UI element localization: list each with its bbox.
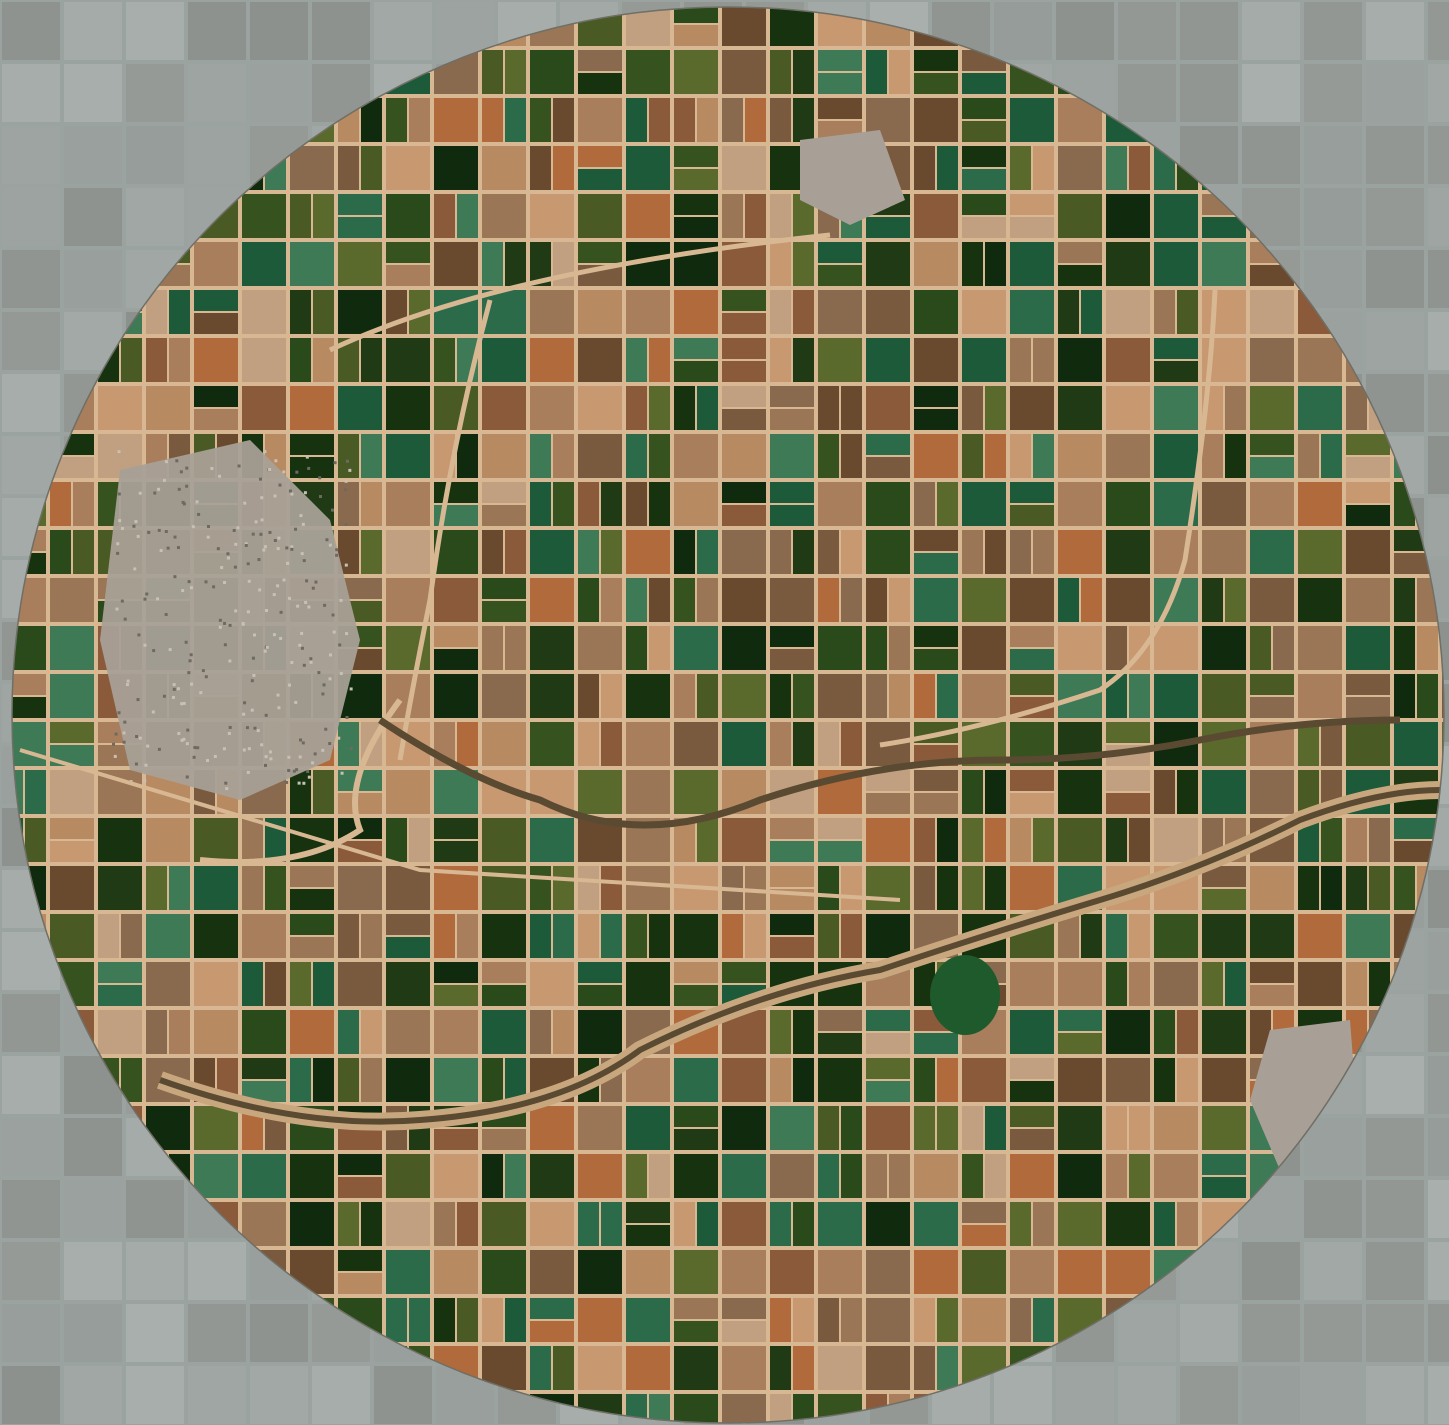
river [156,716,1441,1131]
roads [19,232,1218,902]
town-area-north [800,130,905,225]
highlight-circle-border [11,6,1445,1424]
reservoir [930,955,1000,1035]
town-area [100,440,360,800]
